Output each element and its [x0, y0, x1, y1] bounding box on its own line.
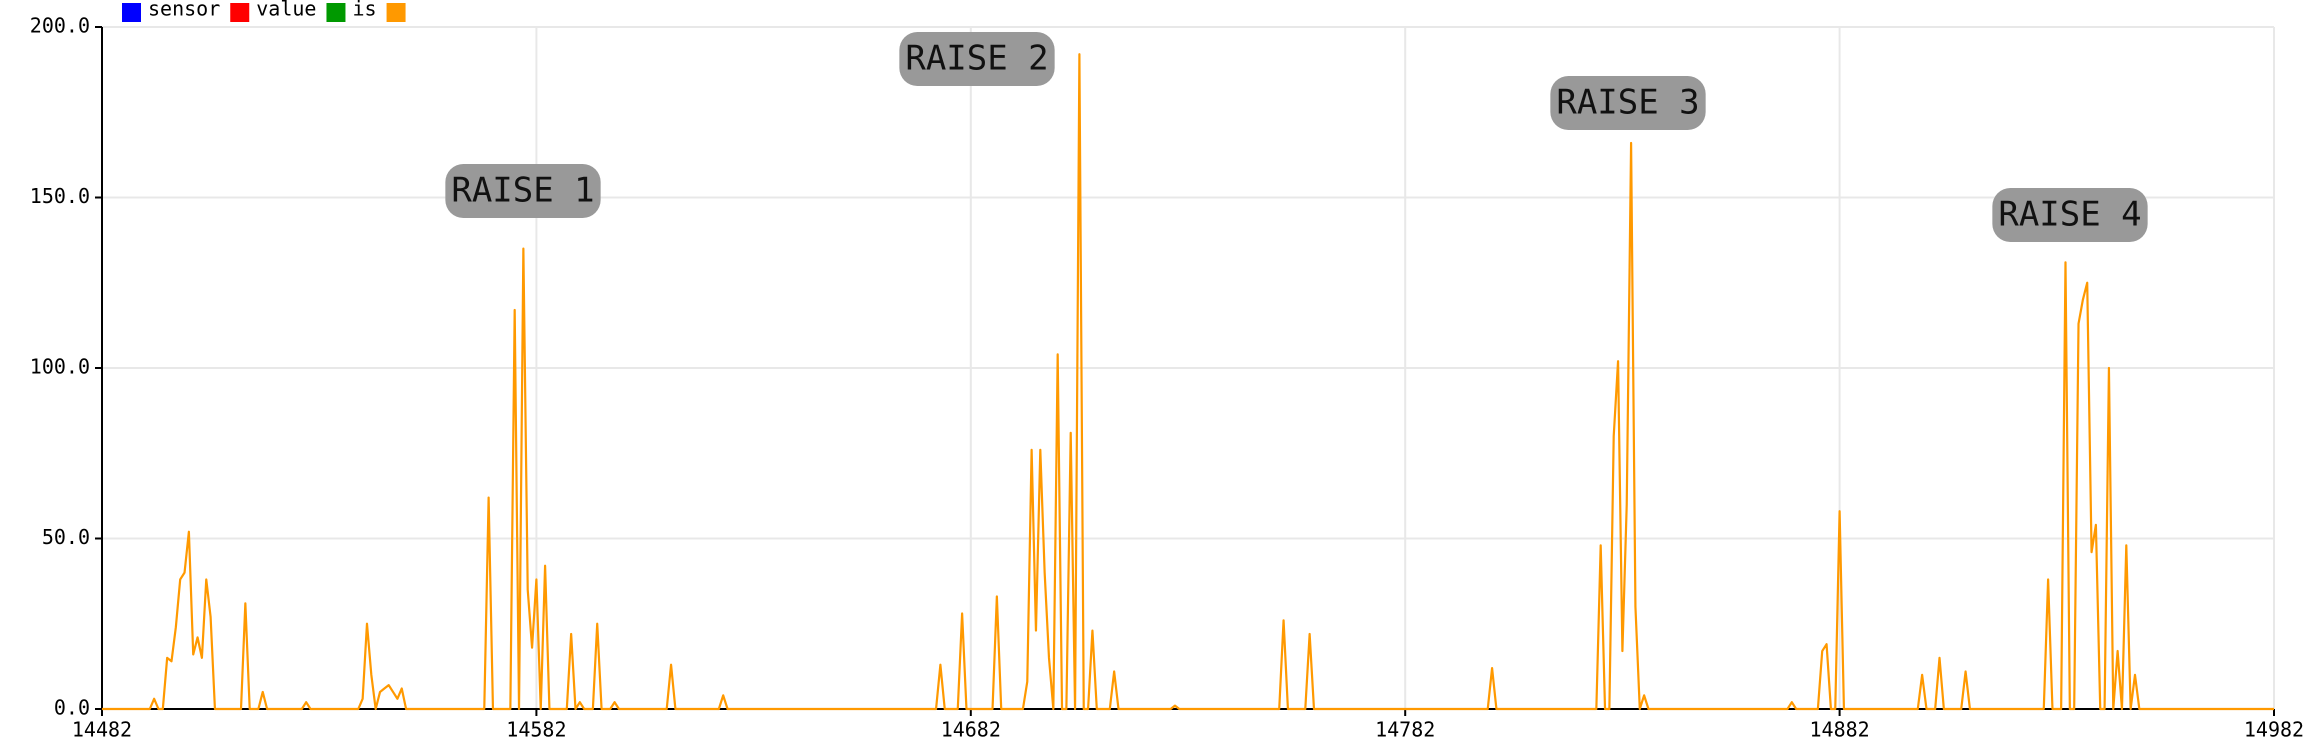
annotation: RAISE 4	[1992, 188, 2148, 242]
x-tick-label: 14782	[1375, 718, 1435, 742]
x-tick-label: 14882	[1809, 718, 1869, 742]
series-line	[102, 53, 2274, 711]
y-tick-label: 100.0	[30, 355, 90, 379]
annotation: RAISE 3	[1550, 76, 1706, 130]
annotation: RAISE 1	[445, 164, 601, 218]
y-tick-label: 200.0	[30, 14, 90, 38]
x-tick-label: 14982	[2244, 718, 2304, 742]
legend-swatch	[230, 3, 250, 22]
x-tick-label: 14682	[941, 718, 1001, 742]
legend-swatch	[386, 3, 406, 22]
annotation-label: RAISE 3	[1556, 83, 1699, 123]
x-tick-label: 14582	[506, 718, 566, 742]
annotation: RAISE 2	[899, 32, 1055, 86]
y-tick-label: 50.0	[42, 525, 90, 549]
annotation-label: RAISE 4	[1998, 195, 2141, 235]
annotation-label: RAISE 2	[905, 39, 1048, 79]
annotation-box	[899, 32, 1055, 86]
legend-label: is	[352, 0, 376, 21]
legend-label: value	[256, 0, 316, 21]
annotation-box	[445, 164, 601, 218]
legend-label: sensor	[148, 0, 220, 21]
x-tick-label: 14482	[72, 718, 132, 742]
legend-swatch	[122, 3, 141, 22]
annotation-label: RAISE 1	[451, 171, 594, 211]
annotation-box	[1992, 188, 2148, 242]
y-tick-label: 0.0	[54, 696, 90, 720]
y-tick-label: 150.0	[30, 184, 90, 208]
legend-swatch	[326, 3, 346, 22]
annotation-box	[1550, 76, 1706, 130]
